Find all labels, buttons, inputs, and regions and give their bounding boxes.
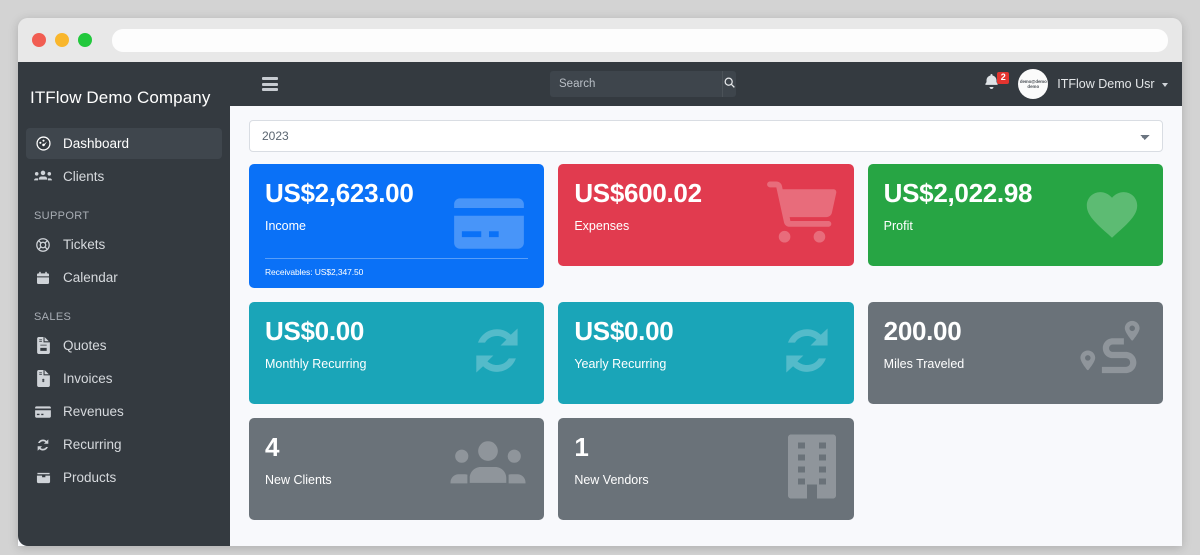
stat-card-footer: Receivables: US$2,347.50 (265, 258, 529, 277)
window-controls (32, 33, 102, 47)
bell-icon (984, 73, 999, 95)
sidebar-item-clients[interactable]: Clients (26, 161, 222, 192)
stat-card-income[interactable]: US$2,623.00 Income Receivables: US$2,347… (249, 164, 545, 288)
stat-card-new-clients[interactable]: 4 New Clients (249, 418, 545, 520)
receivables-label: Receivables: US$2,347.50 (265, 267, 364, 277)
close-window-button[interactable] (32, 33, 46, 47)
stat-label: Monthly Recurring (265, 357, 367, 371)
stat-label: New Clients (265, 473, 332, 487)
sidebar-item-label: Quotes (63, 338, 107, 353)
stat-card-expenses[interactable]: US$600.02 Expenses (558, 164, 854, 266)
sidebar-item-dashboard[interactable]: Dashboard (26, 128, 222, 159)
sidebar-item-revenues[interactable]: Revenues (26, 396, 222, 427)
sidebar-item-recurring[interactable]: Recurring (26, 429, 222, 460)
sidebar-item-label: Recurring (63, 437, 122, 452)
search-icon (723, 76, 736, 92)
sidebar-item-calendar[interactable]: Calendar (26, 262, 222, 293)
search-form (550, 71, 736, 97)
sidebar-item-label: Products (63, 470, 117, 485)
user-menu-button[interactable]: ITFlow Demo Usr (1057, 77, 1168, 91)
stat-value: US$0.00 (265, 316, 365, 346)
sidebar-item-label: Clients (63, 169, 105, 184)
stat-value: 4 (265, 432, 280, 462)
search-button[interactable] (722, 71, 736, 97)
topbar: 2 demo@demo demo ITFlow Demo Usr (230, 62, 1182, 106)
stat-card-yearly-recurring[interactable]: US$0.00 Yearly Recurring (558, 302, 854, 404)
brand-title: ITFlow Demo Company (30, 88, 211, 107)
sidebar-item-label: Dashboard (63, 136, 130, 151)
avatar-line-1: demo@demo (1019, 79, 1047, 84)
stat-value: US$0.00 (574, 316, 674, 346)
sidebar-item-label: Invoices (63, 371, 113, 386)
credit-card-icon (34, 403, 52, 421)
sidebar-item-label: Revenues (63, 404, 124, 419)
users-icon (34, 168, 52, 186)
topbar-right: 2 demo@demo demo ITFlow Demo Usr (978, 62, 1168, 106)
notifications-button[interactable]: 2 (978, 71, 1010, 97)
stat-label: Income (265, 219, 306, 233)
app-viewport: ITFlow Demo Company Dashboard (18, 62, 1182, 546)
chevron-down-icon (1162, 82, 1168, 87)
sidebar-item-invoices[interactable]: Invoices (26, 363, 222, 394)
stat-label: New Vendors (574, 473, 649, 487)
sidebar: ITFlow Demo Company Dashboard (18, 62, 230, 546)
minimize-window-button[interactable] (55, 33, 69, 47)
user-name-label: ITFlow Demo Usr (1057, 77, 1155, 91)
sidebar-heading-support: SUPPORT (34, 210, 90, 222)
stat-label: Profit (883, 219, 913, 233)
year-filter-select[interactable]: 2023 (249, 120, 1163, 152)
sidebar-heading-sales: SALES (34, 311, 72, 323)
sidebar-item-tickets[interactable]: Tickets (26, 229, 222, 260)
file-invoice-icon (34, 337, 52, 355)
notification-badge: 2 (997, 72, 1010, 84)
stat-card-profit[interactable]: US$2,022.98 Profit (867, 164, 1163, 266)
stat-card-new-vendors[interactable]: 1 New Vendors (558, 418, 854, 520)
stat-value: 1 (574, 432, 589, 462)
sync-icon (34, 436, 52, 454)
file-invoice-dollar-icon (34, 370, 52, 388)
sidebar-item-products[interactable]: Products (26, 462, 222, 493)
avatar[interactable]: demo@demo demo (1018, 69, 1049, 99)
sidebar-item-label: Tickets (63, 237, 106, 252)
gauge-icon (34, 135, 52, 153)
stat-card-monthly-recurring[interactable]: US$0.00 Monthly Recurring (249, 302, 545, 404)
stat-card-miles-traveled[interactable]: 200.00 Miles Traveled (867, 302, 1163, 404)
stat-value: US$2,022.98 (883, 178, 1033, 208)
stat-value: US$2,623.00 (265, 178, 414, 208)
stat-label: Miles Traveled (883, 357, 965, 371)
address-bar[interactable] (112, 28, 1168, 52)
sidebar-item-label: Calendar (63, 270, 118, 285)
main-content: 2023 US$2,623.00 Income Receivables: US$… (230, 106, 1182, 546)
stat-card-grid: US$2,623.00 Income Receivables: US$2,347… (249, 164, 1163, 520)
hamburger-icon[interactable] (262, 77, 278, 91)
browser-titlebar (18, 18, 1182, 62)
stat-value: US$600.02 (574, 178, 702, 208)
search-input[interactable] (550, 71, 722, 97)
browser-window: ITFlow Demo Company Dashboard (18, 18, 1182, 546)
calendar-icon (34, 269, 52, 287)
avatar-line-2: demo (1027, 84, 1040, 89)
stat-label: Expenses (574, 219, 630, 233)
stat-label: Yearly Recurring (574, 357, 667, 371)
life-ring-icon (34, 236, 52, 254)
maximize-window-button[interactable] (78, 33, 92, 47)
sidebar-item-quotes[interactable]: Quotes (26, 330, 222, 361)
divider (265, 258, 529, 259)
box-icon (34, 469, 52, 487)
stat-value: 200.00 (883, 316, 962, 346)
